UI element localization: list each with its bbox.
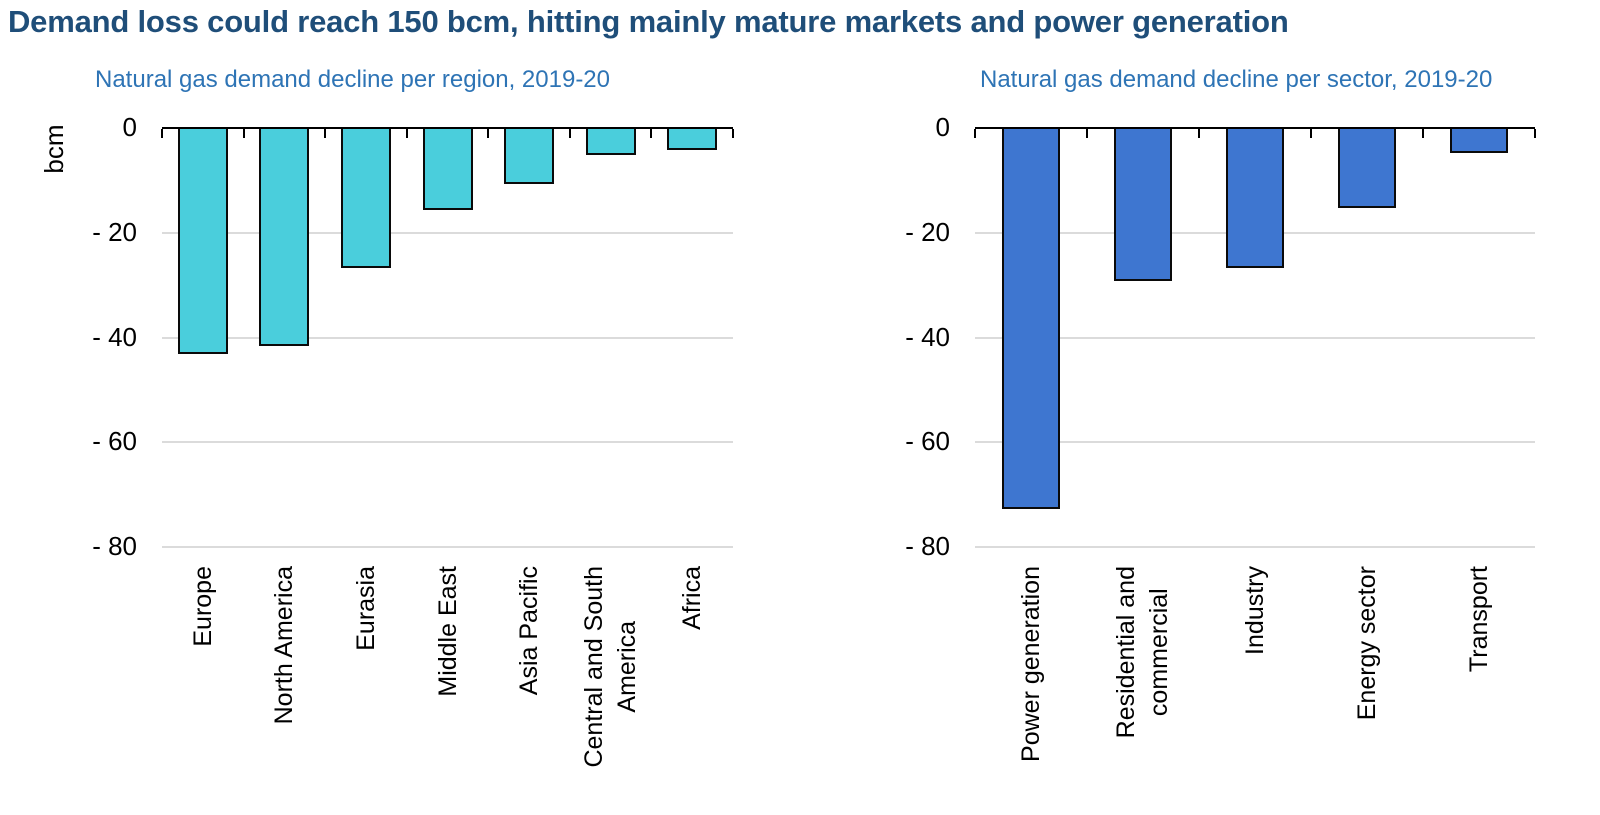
y-tick-label: - 40: [905, 321, 950, 352]
axis-tick: [650, 129, 653, 138]
category-label-text: North America: [269, 566, 298, 725]
y-tick-label: - 60: [905, 426, 950, 457]
bar: [1114, 127, 1172, 281]
axis-tick: [405, 129, 408, 138]
category-label: Africa: [659, 566, 725, 814]
bar: [422, 127, 473, 211]
axis-tick: [732, 129, 734, 138]
category-label: Europe: [170, 566, 236, 814]
category-label-text: Africa: [677, 566, 706, 630]
chart-sector-subtitle: Natural gas demand decline per sector, 2…: [980, 66, 1493, 93]
axis-tick: [1310, 129, 1312, 138]
axis-tick: [974, 129, 976, 138]
axis-tick: [1422, 129, 1424, 138]
category-label-text: Eurasia: [351, 566, 380, 651]
y-tick-label: - 60: [92, 426, 137, 457]
bar: [177, 127, 228, 355]
bar: [585, 127, 636, 156]
category-label: Transport: [1446, 566, 1512, 814]
x-axis-line: [975, 127, 1535, 129]
y-tick-label: - 80: [905, 531, 950, 561]
y-tick-label: - 80: [92, 531, 137, 561]
category-label-text: Energy sector: [1352, 566, 1381, 721]
axis-tick: [487, 129, 490, 138]
figure-title: Demand loss could reach 150 bcm, hitting…: [8, 4, 1289, 39]
category-label: Power generation: [998, 566, 1064, 814]
category-label-text: Power generation: [1016, 566, 1045, 762]
category-label: Energy sector: [1334, 566, 1400, 814]
gridline: [975, 336, 1535, 339]
category-label-text: Central and South America: [579, 566, 641, 768]
x-axis-line: [162, 127, 733, 129]
bar: [667, 127, 718, 150]
category-label-text: Europe: [188, 566, 217, 647]
bar: [1226, 127, 1284, 268]
axis-tick: [1198, 129, 1200, 138]
axis-tick: [324, 129, 327, 138]
y-tick-label: - 20: [92, 216, 137, 247]
category-label-text: Industry: [1240, 566, 1269, 655]
axis-tick: [1086, 129, 1088, 138]
category-label: Residential and commercial: [1110, 566, 1176, 814]
gridline: [162, 546, 733, 548]
y-axis-unit-label: bcm: [38, 124, 69, 174]
gridline: [975, 441, 1535, 444]
y-tick-label: 0: [122, 112, 137, 142]
gridline: [162, 231, 733, 234]
bar: [1450, 127, 1508, 153]
category-label-text: Residential and commercial: [1112, 566, 1173, 739]
chart-region-subtitle: Natural gas demand decline per region, 2…: [95, 66, 611, 93]
gridline: [162, 336, 733, 339]
axis-tick: [161, 129, 163, 138]
gridline: [975, 546, 1535, 548]
y-tick-label: - 20: [905, 216, 950, 247]
y-tick-label: - 40: [92, 321, 137, 352]
category-label: Central and South America: [578, 566, 644, 814]
bar: [1338, 127, 1396, 208]
axis-tick: [1534, 129, 1536, 138]
axis-tick: [568, 129, 571, 138]
bar: [504, 127, 555, 184]
category-label: Eurasia: [333, 566, 399, 814]
category-label: Industry: [1222, 566, 1288, 814]
y-tick-label: 0: [935, 112, 950, 142]
bar: [340, 127, 391, 268]
category-label: Asia Pacific: [496, 566, 562, 814]
category-label-text: Transport: [1464, 566, 1493, 673]
axis-tick: [242, 129, 245, 138]
category-label: Middle East: [415, 566, 481, 814]
category-label-text: Asia Pacific: [514, 566, 543, 696]
category-label: North America: [251, 566, 317, 814]
bar: [1002, 127, 1060, 509]
bar: [259, 127, 310, 347]
gridline: [162, 441, 733, 444]
category-label-text: Middle East: [433, 566, 461, 697]
